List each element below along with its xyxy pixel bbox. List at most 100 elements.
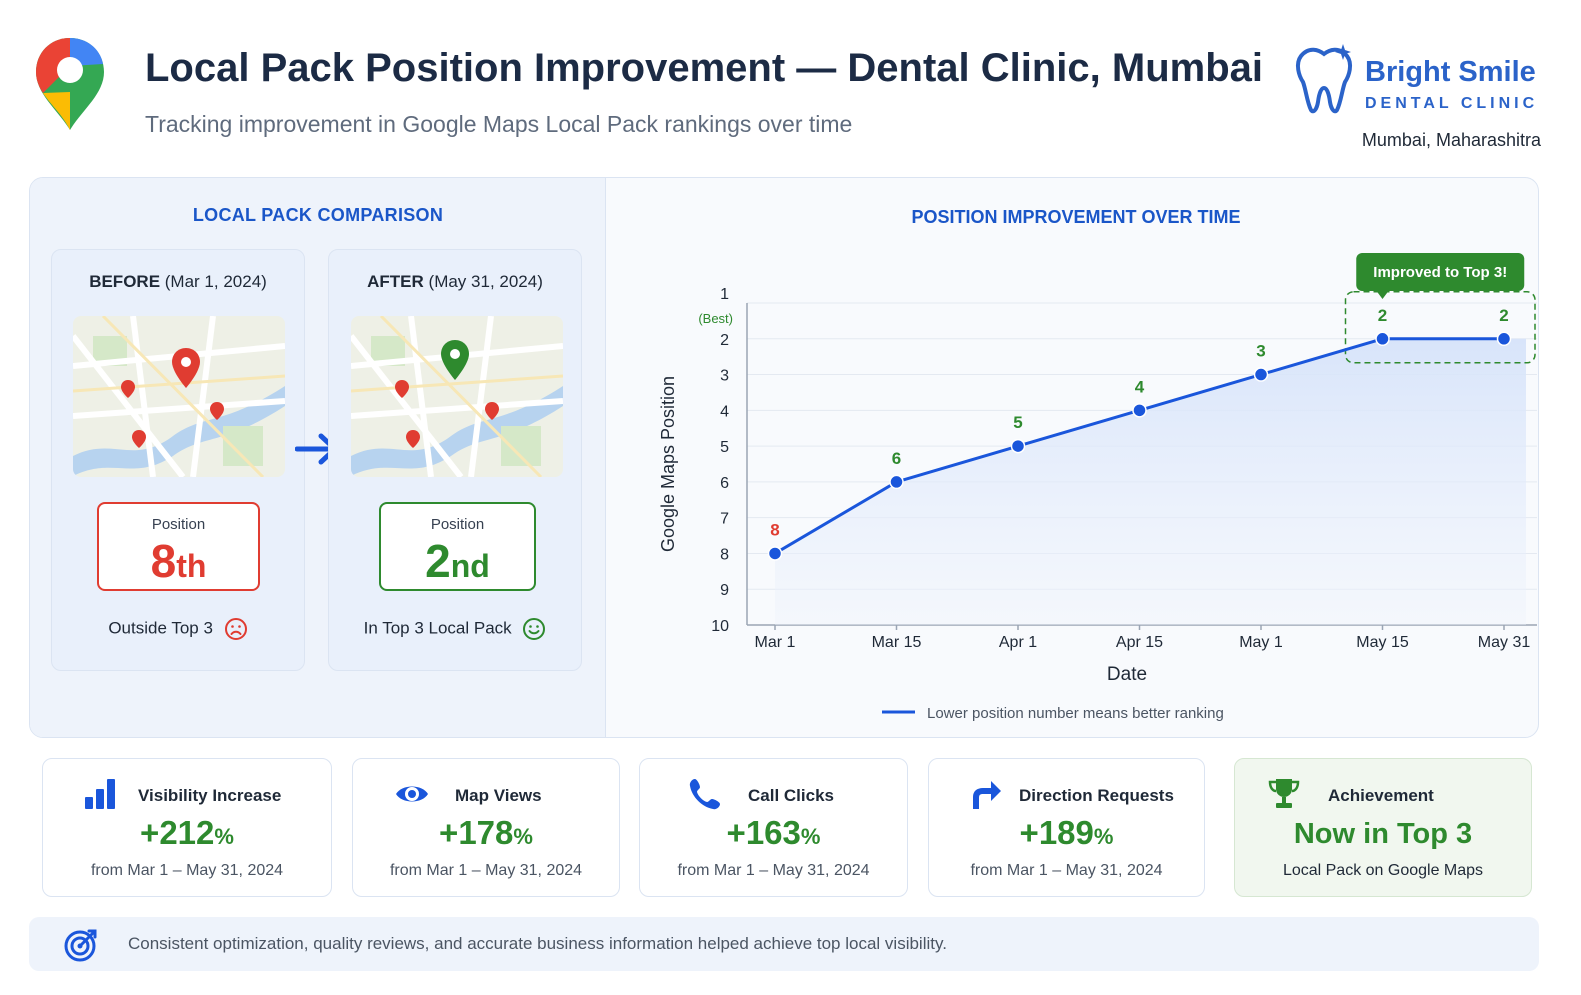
y-tick-label: 2: [720, 332, 729, 349]
brand-name: Bright Smile: [1365, 56, 1536, 88]
stat-card-direction-requests: Direction Requests +189% from Mar 1 – Ma…: [928, 758, 1205, 897]
google-maps-pin-icon: [36, 38, 104, 130]
before-heading: BEFORE (Mar 1, 2024): [89, 272, 267, 291]
stat-value: +163%: [726, 814, 821, 851]
stat-label: Visibility Increase: [138, 786, 282, 805]
data-point: [1132, 403, 1147, 418]
data-label: 8: [770, 520, 779, 539]
stat-label: Achievement: [1328, 786, 1434, 805]
data-point: [767, 546, 783, 561]
after-position-value: 2nd: [425, 535, 490, 587]
target-icon: [64, 929, 97, 962]
y-tick-label: 10: [711, 618, 729, 635]
y-tick-note: (Best): [698, 311, 733, 326]
y-tick-label: 8: [720, 546, 729, 563]
data-label: 2: [1499, 306, 1508, 325]
x-tick-label: Mar 15: [872, 634, 922, 651]
after-status: In Top 3 Local Pack: [329, 617, 581, 641]
header: Local Pack Position Improvement — Dental…: [0, 0, 1581, 170]
data-point: [1496, 331, 1512, 347]
y-tick-label: 6: [720, 475, 729, 492]
y-axis-title: Google Maps Position: [658, 376, 678, 552]
chart-title: POSITION IMPROVEMENT OVER TIME: [911, 207, 1240, 227]
map-pin-icon: [441, 340, 469, 380]
brand-logo: Bright Smile DENTAL CLINIC Mumbai, Mahar…: [1281, 40, 1541, 160]
after-heading: AFTER (May 31, 2024): [367, 272, 543, 291]
after-map-thumbnail: [351, 316, 563, 477]
x-tick-label: Apr 15: [1116, 634, 1163, 651]
stat-card-call-clicks: Call Clicks +163% from Mar 1 – May 31, 2…: [639, 758, 908, 897]
stat-label: Direction Requests: [1019, 786, 1174, 805]
before-card: BEFORE (Mar 1, 2024) Position 8th Outsid…: [51, 249, 305, 671]
data-point: [1253, 367, 1269, 382]
y-tick-label: 5: [720, 439, 729, 456]
page-subtitle: Tracking improvement in Google Maps Loca…: [145, 111, 853, 137]
y-tick-label: 1: [720, 286, 729, 303]
stat-value: +212%: [140, 814, 234, 851]
sad-face-icon: [224, 618, 247, 640]
y-tick-label: 9: [720, 582, 729, 599]
footer-text: Consistent optimization, quality reviews…: [128, 934, 947, 953]
direction-arrow-icon: [973, 781, 1001, 809]
phone-icon: [689, 779, 720, 810]
bar-chart-icon: [85, 779, 115, 809]
data-label: 5: [1013, 413, 1022, 432]
before-status: Outside Top 3: [52, 617, 304, 641]
y-tick-label: 7: [720, 511, 729, 528]
stat-card-achievement: Achievement Now in Top 3 Local Pack on G…: [1234, 758, 1532, 897]
callout-pointer: [1376, 291, 1389, 299]
main-panel: LOCAL PACK COMPARISON BEFORE (Mar 1, 202…: [29, 177, 1539, 738]
data-label: 6: [892, 449, 901, 468]
top3-highlight-box: [1344, 291, 1536, 364]
stat-value: Now in Top 3: [1293, 818, 1473, 850]
before-position-value: 8th: [150, 535, 207, 587]
data-label: 4: [1135, 377, 1145, 396]
stat-card-map-views: Map Views +178% from Mar 1 – May 31, 202…: [352, 758, 620, 897]
eye-icon: [396, 786, 428, 802]
brand-city: Mumbai, Maharashitra: [1361, 130, 1541, 150]
brand-subtitle: DENTAL CLINIC: [1365, 95, 1539, 112]
x-tick-label: Mar 1: [755, 634, 796, 651]
stat-period: from Mar 1 – May 31, 2024: [389, 862, 583, 879]
position-label: Position: [430, 516, 485, 533]
data-point: [889, 474, 904, 490]
x-tick-label: Apr 1: [999, 634, 1037, 651]
stat-label: Call Clicks: [748, 786, 834, 805]
page-title: Local Pack Position Improvement — Dental…: [145, 46, 1264, 90]
callout-bubble: [1356, 253, 1525, 291]
after-position-box: Position 2nd: [379, 502, 536, 591]
footer-note: Consistent optimization, quality reviews…: [29, 917, 1539, 971]
callout-text: Improved to Top 3!: [1373, 264, 1507, 281]
stat-card-visibility: Visibility Increase +212% from Mar 1 – M…: [42, 758, 332, 897]
data-label: 2: [1378, 306, 1387, 325]
stat-period: from Mar 1 – May 31, 2024: [677, 862, 870, 879]
data-label: 3: [1256, 342, 1265, 361]
x-tick-label: May 15: [1356, 634, 1409, 651]
stat-description: Local Pack on Google Maps: [1282, 862, 1484, 879]
trophy-icon: [1268, 779, 1300, 808]
position-chart: POSITION IMPROVEMENT OVER TIME 1 2 3 4 5 6 7 8 9…: [658, 207, 1537, 722]
stat-label: Map Views: [455, 786, 542, 805]
stat-value: +178%: [439, 814, 533, 851]
x-tick-label: May 31: [1478, 634, 1531, 651]
comparison-title: LOCAL PACK COMPARISON: [192, 205, 444, 225]
position-label: Position: [151, 516, 206, 533]
y-tick-label: 4: [720, 403, 729, 420]
map-pin-icon: [172, 348, 200, 388]
legend-text: Lower position number means better ranki…: [927, 705, 1224, 722]
stat-period: from Mar 1 – May 31, 2024: [970, 862, 1163, 879]
series-area: [775, 338, 1526, 625]
data-point: [1010, 438, 1026, 454]
before-map-thumbnail: [73, 316, 285, 477]
y-tick-label: 3: [720, 368, 729, 385]
smile-face-icon: [523, 618, 546, 640]
x-tick-label: May 1: [1239, 634, 1283, 651]
after-card: AFTER (May 31, 2024) Position 2nd In Top…: [328, 249, 582, 671]
stat-value: +189%: [1019, 814, 1114, 851]
before-position-box: Position 8th: [97, 502, 260, 591]
local-pack-comparison: LOCAL PACK COMPARISON BEFORE (Mar 1, 202…: [30, 178, 606, 737]
x-axis-title: Date: [1107, 664, 1147, 685]
tooth-icon: [1295, 44, 1353, 114]
data-point: [1375, 331, 1390, 347]
stat-period: from Mar 1 – May 31, 2024: [90, 862, 284, 879]
